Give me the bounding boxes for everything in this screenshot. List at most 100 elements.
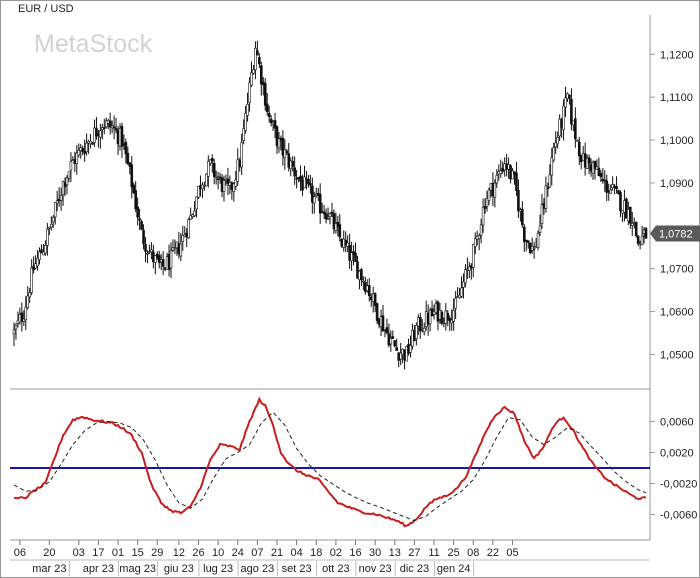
candle-body [521, 208, 524, 226]
candle-body [291, 161, 295, 167]
candle-body [83, 150, 86, 154]
candle-body [89, 141, 92, 145]
candle-body [246, 103, 249, 116]
x-day-label: 24 [232, 547, 244, 559]
candle-body [130, 164, 134, 188]
candle-body [99, 130, 102, 138]
price-tick-label: 1,0900 [660, 178, 694, 190]
candle-body [448, 317, 452, 321]
candle-body [634, 221, 638, 236]
candle-body [452, 310, 455, 322]
x-month-label: set 23 [282, 563, 312, 575]
candle-body [81, 148, 84, 152]
candle-body [273, 120, 277, 129]
candle-body [540, 204, 544, 224]
x-day-label: 20 [43, 547, 55, 559]
candle-body [150, 249, 153, 253]
candle-body [544, 185, 548, 209]
candle-body [576, 139, 579, 142]
candle-body [244, 112, 247, 131]
candle-body [399, 352, 402, 360]
candle-body [354, 252, 357, 263]
x-day-label: 02 [330, 547, 342, 559]
candle-body [252, 69, 255, 74]
candle-body [564, 97, 567, 108]
candle-body [483, 206, 487, 209]
candle-body [240, 142, 243, 168]
candle-body [511, 170, 514, 180]
candle-body [393, 340, 397, 347]
candle-body [570, 98, 573, 125]
candle-body [487, 189, 491, 201]
osc-tick-label: 0,0060 [660, 416, 694, 428]
candle-body [324, 213, 328, 220]
x-day-label: 07 [251, 547, 263, 559]
x-day-label: 11 [428, 547, 439, 559]
oscillator-axis: 0,0060 0,0020 -0,0020 -0,0060 [650, 416, 697, 522]
candle-body [258, 57, 261, 65]
candle-body [154, 255, 157, 263]
candle-body [193, 210, 196, 217]
candle-body [454, 297, 457, 309]
candle-body [91, 142, 94, 145]
candle-body [625, 198, 628, 219]
candle-body [234, 179, 238, 187]
candle-body [55, 200, 59, 204]
candle-body [473, 238, 477, 247]
candle-body [44, 245, 47, 254]
candle-body [350, 252, 353, 262]
candle-body [248, 82, 251, 103]
last-price-badge [650, 225, 700, 242]
candle-body [415, 325, 418, 339]
last-price-label: 1,0782 [659, 229, 693, 241]
candle-body [515, 172, 518, 191]
candle-body [140, 221, 143, 230]
candle-body [14, 324, 18, 330]
candle-body [108, 120, 112, 128]
candle-body [146, 252, 149, 255]
candle-body [85, 142, 88, 153]
candle-body [389, 338, 393, 345]
candle-body [464, 269, 467, 284]
price-tick-label: 1,1100 [660, 92, 693, 104]
candle-body [161, 259, 165, 267]
candle-body [418, 317, 422, 332]
candle-body [20, 312, 24, 322]
candle-body [628, 206, 632, 224]
x-day-label: 03 [73, 547, 85, 559]
candle-body [132, 184, 136, 194]
x-day-label: 26 [192, 547, 204, 559]
candle-body [254, 47, 257, 71]
candle-body [28, 292, 32, 298]
candle-body [381, 315, 385, 332]
price-tick-label: 1,0500 [660, 349, 694, 361]
price-tick-label: 1,0600 [660, 307, 694, 319]
candle-body [265, 103, 269, 112]
candle-body [328, 213, 332, 218]
x-month-label: mar 23 [32, 563, 66, 575]
candle-body [517, 190, 520, 212]
candle-body [173, 247, 177, 249]
candle-body [346, 242, 349, 247]
candle-body [375, 303, 379, 321]
candle-body [338, 224, 342, 238]
x-day-label: 30 [369, 547, 381, 559]
candle-body [48, 226, 51, 229]
candle-body [344, 239, 348, 246]
candle-body [568, 94, 571, 99]
x-day-label: 04 [291, 547, 303, 559]
candle-body [267, 112, 271, 117]
candle-body [201, 184, 204, 190]
candle-body [615, 185, 618, 190]
candle-body [179, 243, 183, 257]
candle-body [373, 293, 377, 307]
candle-body [293, 167, 296, 177]
candle-body [205, 173, 208, 187]
candle-body [311, 185, 314, 203]
candle-body [619, 192, 622, 212]
candle-body [605, 180, 609, 193]
candle-body [532, 247, 536, 250]
candle-body [312, 196, 316, 204]
oscillator-line [13, 396, 647, 528]
